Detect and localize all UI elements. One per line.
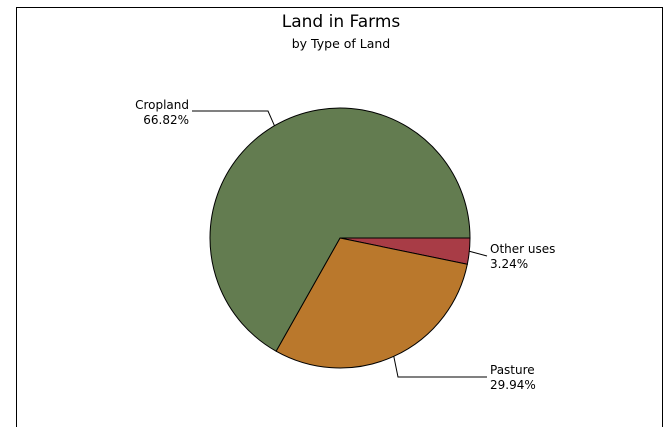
leader-line-other-uses (469, 250, 488, 257)
slice-label-other-uses: Other uses (490, 242, 555, 256)
slice-value-pasture: 29.94% (490, 378, 536, 392)
slice-value-other-uses: 3.24% (490, 257, 528, 271)
slice-label-pasture: Pasture (490, 363, 535, 377)
slice-label-cropland: Cropland (135, 98, 189, 112)
chart-subtitle: by Type of Land (292, 36, 391, 51)
leader-line-pasture (393, 356, 487, 378)
slice-value-cropland: 66.82% (143, 113, 189, 127)
chart-frame (16, 7, 663, 427)
pie-slice-pasture (275, 237, 468, 369)
leader-line-cropland (192, 110, 275, 126)
chart-title: Land in Farms (282, 12, 401, 32)
pie-chart: Land in Farms by Type of Land Other uses… (135, 12, 555, 392)
